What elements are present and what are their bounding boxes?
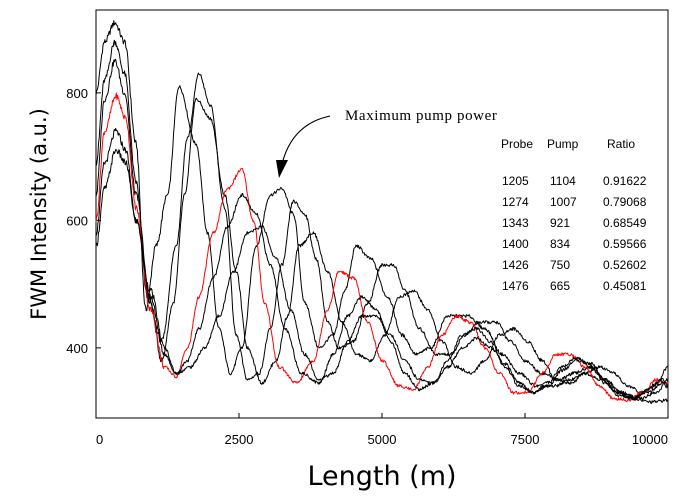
table-cell: 0.59566 <box>603 237 647 251</box>
y-tick-label: 600 <box>66 213 88 228</box>
table-cell: 0.68549 <box>603 216 647 230</box>
table-cell: 921 <box>550 216 570 230</box>
series-line <box>95 127 669 401</box>
table-cell: 1343 <box>502 216 529 230</box>
x-tick-label: 0 <box>96 432 103 447</box>
table-header-pump: Pump <box>547 137 579 151</box>
table-cell: 1104 <box>550 174 576 188</box>
table-cell: 834 <box>550 237 570 251</box>
x-tick-label: 2500 <box>225 432 254 447</box>
table-cell: 1205 <box>502 174 529 188</box>
annotation-arrow <box>281 115 331 165</box>
table-cell: 0.91622 <box>603 174 647 188</box>
x-tick-label: 5000 <box>368 432 397 447</box>
annotation-label: Maximum pump power <box>345 108 497 124</box>
data-table: Probe Pump Ratio 1205 1104 0.91622 1274 … <box>501 137 647 293</box>
x-tick-label: 7500 <box>511 432 540 447</box>
x-tick-label: 10000 <box>632 432 668 447</box>
y-axis-title: FWM Intensity (a.u.) <box>27 108 51 320</box>
axis-ticks: 0 2500 5000 7500 10000 400 600 800 <box>66 86 669 447</box>
series-line-red <box>95 92 669 403</box>
annotation-arrowhead <box>276 160 288 178</box>
x-axis-title: Length (m) <box>307 461 456 492</box>
table-header-ratio: Ratio <box>607 137 635 151</box>
table-cell: 0.45081 <box>603 279 647 293</box>
table-cell: 1426 <box>502 258 529 272</box>
table-header-probe: Probe <box>501 137 533 151</box>
y-tick-label: 800 <box>66 86 88 101</box>
series-line <box>95 39 669 401</box>
table-cell: 750 <box>550 258 570 272</box>
table-cell: 1274 <box>502 195 529 209</box>
table-cell: 1007 <box>550 195 577 209</box>
series-layer <box>95 20 669 404</box>
table-cell: 0.52602 <box>603 258 647 272</box>
series-line <box>95 149 669 400</box>
y-tick-label: 400 <box>66 341 88 356</box>
series-line <box>95 58 669 394</box>
table-cell: 665 <box>550 279 570 293</box>
table-cell: 1476 <box>502 279 529 293</box>
table-cell: 1400 <box>502 237 529 251</box>
table-cell: 0.79068 <box>603 195 647 209</box>
